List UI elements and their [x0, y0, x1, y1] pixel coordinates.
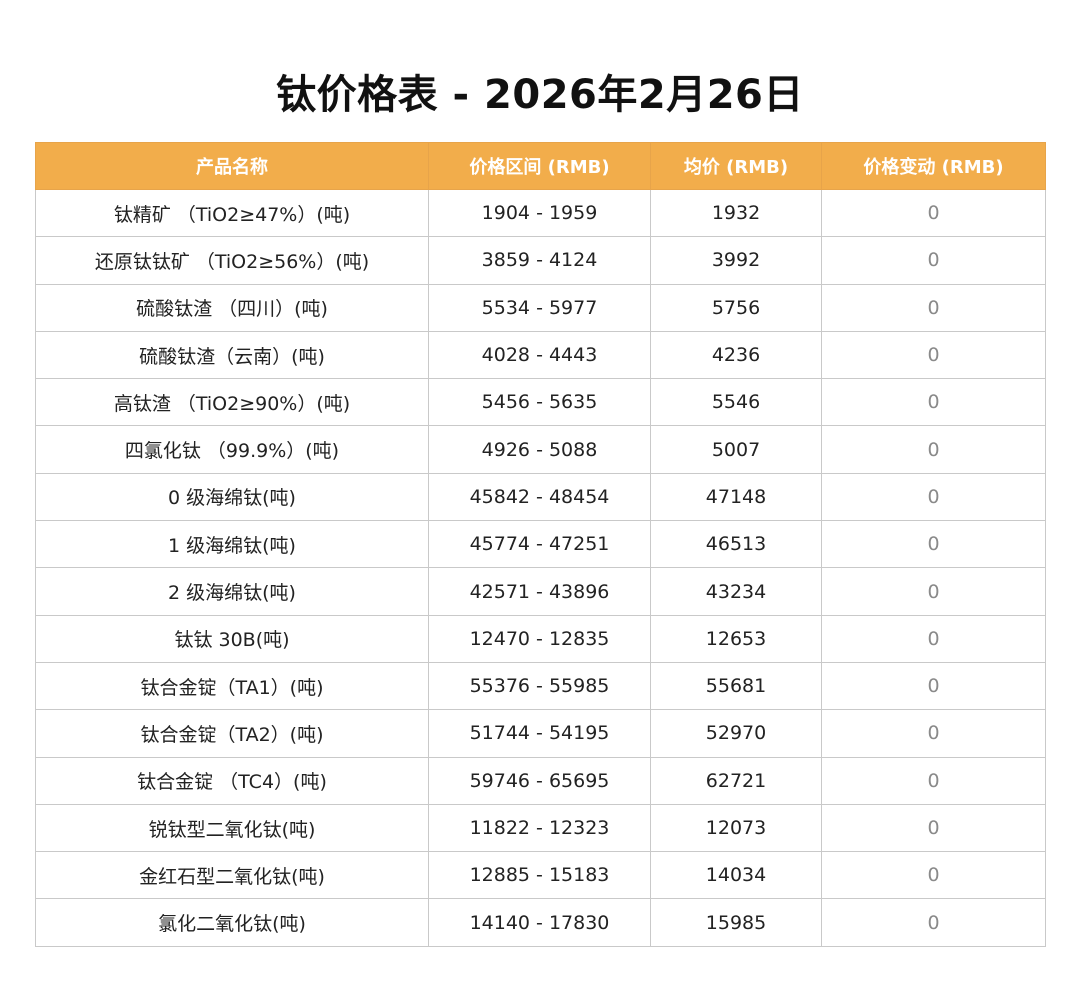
- average-price-cell: 1932: [650, 188, 822, 238]
- price-range-cell: 55376 - 55985: [428, 661, 651, 711]
- average-price-cell: 62721: [650, 756, 822, 805]
- header-row: 产品名称 价格区间 (RMB) 均价 (RMB) 价格变动 (RMB): [35, 142, 1046, 190]
- table-row: 钛合金锭（TA1）(吨) 55376 - 55985 55681 0: [35, 661, 1046, 711]
- average-price-cell: 14034: [650, 851, 822, 900]
- average-price-cell: 43234: [650, 567, 822, 616]
- product-name-cell: 钛合金锭（TA1）(吨): [35, 661, 429, 711]
- average-price-cell: 5546: [650, 378, 822, 427]
- price-range-cell: 12885 - 15183: [428, 851, 651, 900]
- price-change-cell: 0: [821, 188, 1046, 238]
- header-price-change: 价格变动 (RMB): [821, 142, 1046, 190]
- average-price-cell: 47148: [650, 472, 822, 522]
- table-row: 钛合金锭 （TC4）(吨) 59746 - 65695 62721 0: [35, 756, 1046, 805]
- table-row: 还原钛钛矿 （TiO2≥56%）(吨) 3859 - 4124 3992 0: [35, 236, 1046, 285]
- price-change-cell: 0: [821, 756, 1046, 805]
- table-row: 钛钛 30B(吨) 12470 - 12835 12653 0: [35, 614, 1046, 663]
- product-name-cell: 钛合金锭 （TC4）(吨): [35, 756, 429, 805]
- product-name-cell: 氯化二氧化钛(吨): [35, 898, 429, 947]
- price-range-cell: 59746 - 65695: [428, 756, 651, 805]
- table-row: 氯化二氧化钛(吨) 14140 - 17830 15985 0: [35, 898, 1046, 947]
- product-name-cell: 钛精矿 （TiO2≥47%）(吨): [35, 188, 429, 238]
- product-name-cell: 硫酸钛渣 （四川）(吨): [35, 283, 429, 332]
- price-change-cell: 0: [821, 472, 1046, 522]
- average-price-cell: 52970: [650, 709, 822, 758]
- table-row: 金红石型二氧化钛(吨) 12885 - 15183 14034 0: [35, 851, 1046, 900]
- product-name-cell: 还原钛钛矿 （TiO2≥56%）(吨): [35, 236, 429, 285]
- average-price-cell: 5007: [650, 425, 822, 474]
- product-name-cell: 四氯化钛 （99.9%）(吨): [35, 425, 429, 474]
- average-price-cell: 5756: [650, 283, 822, 332]
- table-row: 2 级海绵钛(吨) 42571 - 43896 43234 0: [35, 567, 1046, 616]
- average-price-cell: 12073: [650, 803, 822, 853]
- product-name-cell: 钛钛 30B(吨): [35, 614, 429, 663]
- table-row: 钛精矿 （TiO2≥47%）(吨) 1904 - 1959 1932 0: [35, 188, 1046, 238]
- product-name-cell: 钛合金锭（TA2）(吨): [35, 709, 429, 758]
- price-change-cell: 0: [821, 425, 1046, 474]
- price-range-cell: 5456 - 5635: [428, 378, 651, 427]
- average-price-cell: 46513: [650, 520, 822, 569]
- table-row: 高钛渣 （TiO2≥90%）(吨) 5456 - 5635 5546 0: [35, 378, 1046, 427]
- average-price-cell: 12653: [650, 614, 822, 663]
- average-price-cell: 15985: [650, 898, 822, 947]
- price-range-cell: 45774 - 47251: [428, 520, 651, 569]
- header-price-range: 价格区间 (RMB): [428, 142, 651, 190]
- price-range-cell: 12470 - 12835: [428, 614, 651, 663]
- average-price-cell: 3992: [650, 236, 822, 285]
- price-change-cell: 0: [821, 661, 1046, 711]
- average-price-cell: 55681: [650, 661, 822, 711]
- price-range-cell: 14140 - 17830: [428, 898, 651, 947]
- price-change-cell: 0: [821, 898, 1046, 947]
- price-change-cell: 0: [821, 851, 1046, 900]
- product-name-cell: 1 级海绵钛(吨): [35, 520, 429, 569]
- product-name-cell: 硫酸钛渣（云南）(吨): [35, 330, 429, 380]
- price-change-cell: 0: [821, 520, 1046, 569]
- table-row: 四氯化钛 （99.9%）(吨) 4926 - 5088 5007 0: [35, 425, 1046, 474]
- price-change-cell: 0: [821, 614, 1046, 663]
- price-range-cell: 5534 - 5977: [428, 283, 651, 332]
- price-change-cell: 0: [821, 236, 1046, 285]
- header-product-name: 产品名称: [35, 142, 429, 190]
- price-range-cell: 3859 - 4124: [428, 236, 651, 285]
- product-name-cell: 高钛渣 （TiO2≥90%）(吨): [35, 378, 429, 427]
- table-row: 硫酸钛渣（云南）(吨) 4028 - 4443 4236 0: [35, 330, 1046, 380]
- table-row: 锐钛型二氧化钛(吨) 11822 - 12323 12073 0: [35, 803, 1046, 853]
- table-row: 0 级海绵钛(吨) 45842 - 48454 47148 0: [35, 472, 1046, 522]
- price-range-cell: 42571 - 43896: [428, 567, 651, 616]
- price-change-cell: 0: [821, 283, 1046, 332]
- product-name-cell: 金红石型二氧化钛(吨): [35, 851, 429, 900]
- product-name-cell: 2 级海绵钛(吨): [35, 567, 429, 616]
- table-row: 钛合金锭（TA2）(吨) 51744 - 54195 52970 0: [35, 709, 1046, 758]
- table-body: 钛精矿 （TiO2≥47%）(吨) 1904 - 1959 1932 0 还原钛钛矿 （…: [35, 188, 1046, 947]
- product-name-cell: 0 级海绵钛(吨): [35, 472, 429, 522]
- price-change-cell: 0: [821, 330, 1046, 380]
- table-row: 1 级海绵钛(吨) 45774 - 47251 46513 0: [35, 520, 1046, 569]
- price-range-cell: 4028 - 4443: [428, 330, 651, 380]
- price-change-cell: 0: [821, 378, 1046, 427]
- price-change-cell: 0: [821, 567, 1046, 616]
- average-price-cell: 4236: [650, 330, 822, 380]
- product-name-cell: 锐钛型二氧化钛(吨): [35, 803, 429, 853]
- price-range-cell: 4926 - 5088: [428, 425, 651, 474]
- price-change-cell: 0: [821, 803, 1046, 853]
- price-change-cell: 0: [821, 709, 1046, 758]
- price-table: 产品名称 价格区间 (RMB) 均价 (RMB) 价格变动 (RMB) 钛精矿 …: [35, 142, 1046, 947]
- header-average-price: 均价 (RMB): [650, 142, 822, 190]
- price-range-cell: 1904 - 1959: [428, 188, 651, 238]
- price-range-cell: 51744 - 54195: [428, 709, 651, 758]
- price-range-cell: 45842 - 48454: [428, 472, 651, 522]
- price-range-cell: 11822 - 12323: [428, 803, 651, 853]
- page-title: 钛价格表 - 2026年2月26日: [276, 72, 804, 118]
- table-row: 硫酸钛渣 （四川）(吨) 5534 - 5977 5756 0: [35, 283, 1046, 332]
- table-header: 产品名称 价格区间 (RMB) 均价 (RMB) 价格变动 (RMB): [35, 142, 1046, 190]
